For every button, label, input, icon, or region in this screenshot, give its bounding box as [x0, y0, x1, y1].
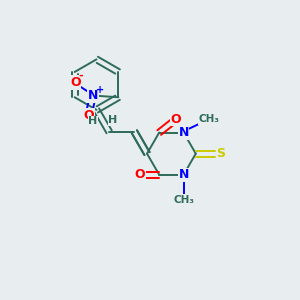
Text: -: - [78, 71, 83, 81]
Text: N: N [88, 89, 98, 102]
Text: +: + [96, 85, 104, 95]
Text: O: O [135, 168, 145, 181]
Text: N: N [178, 168, 189, 181]
Text: O: O [70, 76, 81, 89]
Text: O: O [170, 113, 181, 126]
Text: CH₃: CH₃ [198, 114, 219, 124]
Text: N: N [178, 126, 189, 139]
Text: H: H [88, 116, 98, 126]
Text: O: O [83, 109, 94, 122]
Text: CH₃: CH₃ [173, 195, 194, 205]
Text: H: H [108, 116, 117, 125]
Text: S: S [217, 147, 226, 160]
